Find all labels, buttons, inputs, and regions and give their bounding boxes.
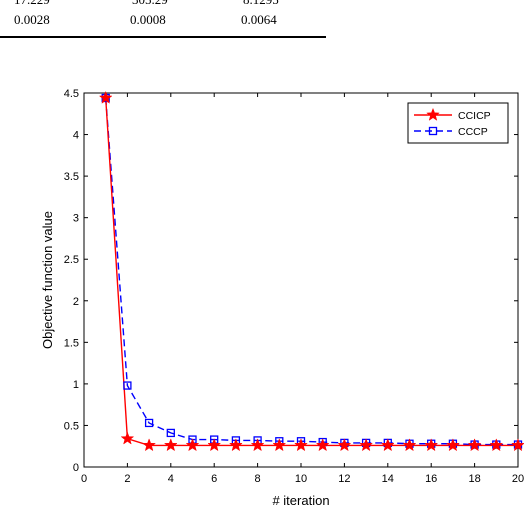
x-tick-label: 10 — [295, 473, 307, 485]
legend: CCICP CCCP — [407, 102, 509, 144]
y-tick-label: 4.5 — [64, 88, 79, 100]
data-point-ccicp — [229, 438, 243, 452]
x-tick-label: 18 — [468, 473, 480, 485]
x-tick-label: 14 — [382, 473, 394, 485]
data-point-ccicp — [424, 438, 439, 452]
data-point-cccp — [166, 428, 175, 438]
axis-ticks: 0 2 4 6 8 10 12 14 16 18 20 0 0.5 1 1.5 2 2.5 3 3.5 4 4.5 — [64, 88, 524, 485]
y-tick-label: 4 — [73, 130, 79, 142]
data-point-ccicp — [120, 431, 135, 445]
y-tick-label: 0.5 — [64, 420, 79, 432]
y-tick-label: 3.5 — [64, 171, 79, 183]
legend-marker-cccp — [428, 126, 438, 136]
table-fragment: 17.229 305.29 8.1295 0.0028 0.0008 0.006… — [0, 0, 524, 45]
data-point-ccicp — [142, 438, 156, 452]
data-point-cccp — [123, 381, 132, 390]
x-axis-label: # iteration — [272, 493, 329, 508]
y-tick-label: 2 — [73, 296, 79, 308]
x-tick-label: 12 — [338, 473, 350, 485]
y-tick-label: 1.5 — [64, 337, 79, 349]
data-point-ccicp — [511, 438, 524, 452]
data-point-ccicp — [207, 438, 222, 452]
data-point-ccicp — [98, 90, 113, 104]
y-axis-label: Objective function value — [40, 211, 55, 349]
data-point-ccicp — [294, 438, 308, 452]
table-cell: 305.29 — [132, 0, 168, 8]
data-point-ccicp — [163, 438, 178, 452]
x-tick-label: 6 — [211, 473, 217, 485]
data-point-ccicp — [272, 438, 287, 452]
legend-box — [407, 102, 509, 144]
table-cell: 17.229 — [14, 0, 50, 8]
x-tick-label: 4 — [168, 473, 174, 485]
legend-label: CCICP — [458, 110, 491, 122]
data-point-ccicp — [337, 438, 352, 452]
legend-label: CCCP — [458, 126, 488, 138]
data-point-ccicp — [446, 438, 460, 452]
table-cell: 8.1295 — [243, 0, 279, 8]
data-point-cccp — [144, 418, 154, 428]
y-tick-label: 2.5 — [64, 254, 79, 266]
data-point-ccicp — [185, 438, 200, 452]
y-tick-label: 0 — [73, 462, 79, 474]
x-tick-label: 8 — [255, 473, 261, 485]
table-cell: 0.0064 — [241, 12, 277, 27]
x-tick-label: 20 — [512, 473, 524, 485]
x-tick-label: 0 — [81, 473, 87, 485]
data-point-ccicp — [380, 438, 395, 452]
table-bottom-rule — [0, 36, 326, 38]
y-tick-label: 3 — [73, 213, 79, 225]
data-point-ccicp — [315, 438, 330, 452]
data-point-ccicp — [250, 438, 265, 452]
legend-marker-ccicp — [426, 107, 440, 121]
x-tick-label: 2 — [124, 473, 130, 485]
plot-area — [83, 92, 519, 468]
data-point-ccicp — [359, 438, 373, 452]
x-tick-label: 16 — [425, 473, 437, 485]
y-tick-label: 1 — [73, 379, 79, 391]
series-markers — [98, 90, 524, 452]
data-point-ccicp — [489, 438, 504, 452]
table-cell: 0.0008 — [130, 12, 166, 27]
series-line-cccp — [105, 97, 518, 446]
data-point-ccicp — [467, 438, 482, 452]
data-point-ccicp — [402, 438, 417, 452]
table-cell: 0.0028 — [14, 12, 50, 27]
